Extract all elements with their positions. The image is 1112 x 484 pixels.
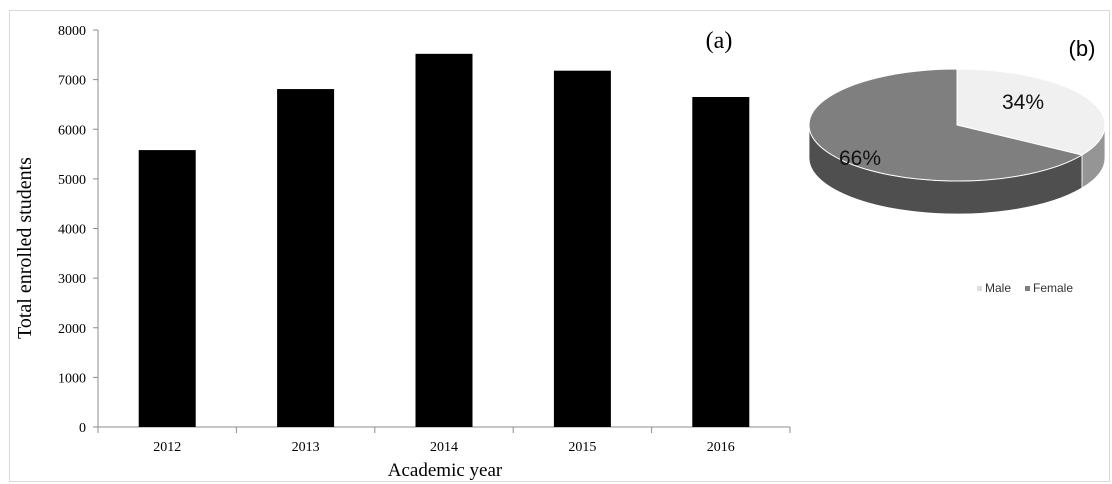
y-tick-label: 1000 [58, 371, 86, 386]
pie-legend: Male Female [977, 281, 1073, 295]
y-ticks: 0 1000 2000 3000 4000 5000 6000 7000 8000 [58, 24, 98, 436]
legend-swatch-male [977, 286, 982, 291]
y-tick-label: 4000 [58, 223, 86, 238]
pie-chart: (b) 34% 66% Male Female [808, 36, 1106, 295]
x-axis-label: Academic year [388, 460, 503, 481]
pie-slices [808, 68, 1106, 215]
pie-value-label-male: 34% [1002, 91, 1044, 114]
panel-label-a: (a) [706, 28, 733, 54]
y-tick-label: 8000 [58, 24, 86, 39]
y-tick-label: 5000 [58, 173, 86, 188]
legend-swatch-female [1025, 286, 1030, 291]
x-tick-label: 2014 [430, 440, 458, 455]
x-tick-label: 2013 [292, 440, 320, 455]
bar-2015 [553, 70, 611, 427]
x-ticks: 2012 2013 2014 2015 2016 [97, 427, 791, 455]
y-tick-label: 0 [79, 421, 86, 436]
bars [138, 53, 750, 428]
pie-value-label-female: 66% [839, 147, 881, 170]
pie-slice-female [808, 68, 1084, 182]
y-tick-label: 2000 [58, 322, 86, 337]
y-tick-label: 7000 [58, 74, 86, 89]
y-tick-label: 3000 [58, 272, 86, 287]
figure-frame [9, 10, 1110, 482]
x-tick-label: 2016 [707, 440, 735, 455]
panel-label-b: (b) [1069, 36, 1096, 61]
legend-label-female: Female [1033, 281, 1073, 295]
x-tick-label: 2015 [568, 440, 596, 455]
y-axis-label: Total enrolled students [14, 157, 36, 339]
bar-2014 [415, 53, 473, 427]
legend-label-male: Male [985, 281, 1011, 295]
bar-2012 [138, 150, 196, 427]
x-tick-label: 2012 [153, 440, 181, 455]
bar-2013 [277, 89, 335, 428]
y-tick-label: 6000 [58, 123, 86, 138]
bar-2016 [692, 96, 750, 428]
